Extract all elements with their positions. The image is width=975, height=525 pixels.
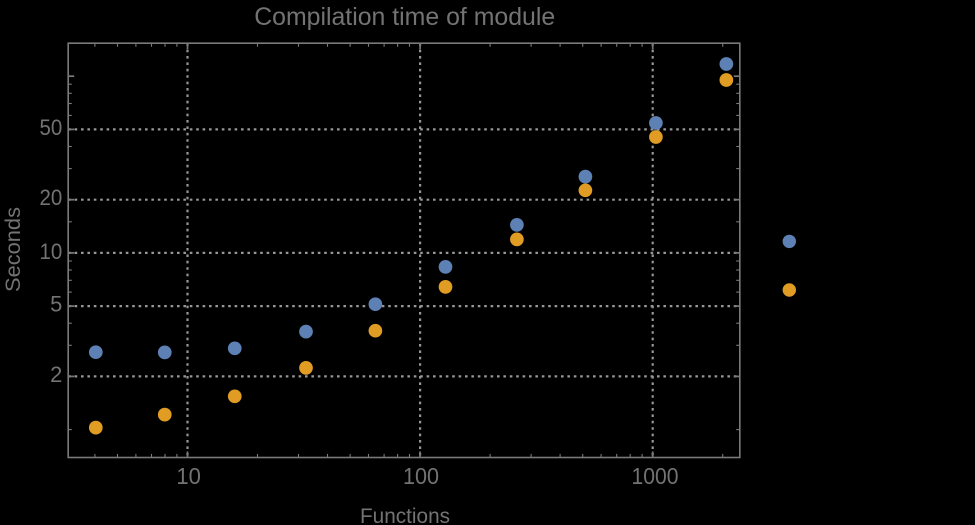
svg-text:5: 5 (50, 292, 62, 317)
svg-text:Functions: Functions (360, 505, 450, 525)
svg-text:1000: 1000 (632, 463, 679, 489)
svg-text:100: 100 (403, 463, 439, 489)
svg-text:Compilation time of module: Compilation time of module (254, 3, 555, 31)
svg-text:50: 50 (40, 115, 63, 140)
svg-text:10: 10 (40, 239, 63, 264)
svg-text:2: 2 (50, 362, 62, 387)
svg-text:10: 10 (176, 463, 201, 489)
svg-text:20: 20 (40, 185, 63, 210)
svg-text:Seconds: Seconds (2, 207, 25, 292)
